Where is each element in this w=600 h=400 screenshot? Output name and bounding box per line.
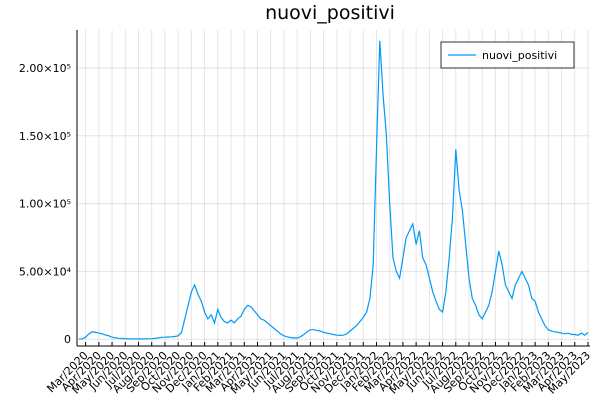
y-tick-label: 1.50×10⁵ [19,130,71,143]
y-tick-label: 2.00×10⁵ [19,62,71,75]
y-tick-label: 1.00×10⁵ [19,198,71,211]
y-tick-label: 0 [64,333,71,346]
legend-label: nuovi_positivi [482,49,557,62]
data-line [78,40,589,340]
chart-title: nuovi_positivi [265,2,395,24]
y-tick-label: 5.00×10⁴ [19,265,72,278]
